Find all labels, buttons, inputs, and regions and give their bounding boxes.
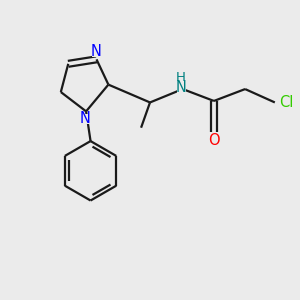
FancyBboxPatch shape bbox=[177, 73, 185, 82]
FancyBboxPatch shape bbox=[209, 135, 218, 146]
FancyBboxPatch shape bbox=[92, 47, 101, 57]
Text: H: H bbox=[176, 71, 186, 84]
Text: N: N bbox=[91, 44, 102, 59]
Text: N: N bbox=[79, 111, 90, 126]
Text: N: N bbox=[176, 80, 187, 95]
Text: O: O bbox=[208, 133, 220, 148]
Text: Cl: Cl bbox=[279, 95, 293, 110]
FancyBboxPatch shape bbox=[80, 114, 89, 124]
FancyBboxPatch shape bbox=[177, 82, 186, 93]
FancyBboxPatch shape bbox=[279, 97, 293, 108]
